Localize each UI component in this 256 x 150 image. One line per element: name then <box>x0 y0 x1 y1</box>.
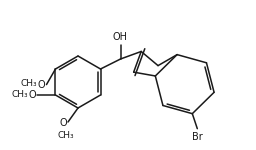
Text: Br: Br <box>192 132 203 142</box>
Text: CH₃: CH₃ <box>58 131 74 140</box>
Text: O: O <box>59 118 67 128</box>
Text: OH: OH <box>112 32 127 42</box>
Text: CH₃: CH₃ <box>21 79 37 88</box>
Text: O: O <box>29 90 37 100</box>
Text: O: O <box>38 80 46 90</box>
Text: CH₃: CH₃ <box>12 90 28 99</box>
